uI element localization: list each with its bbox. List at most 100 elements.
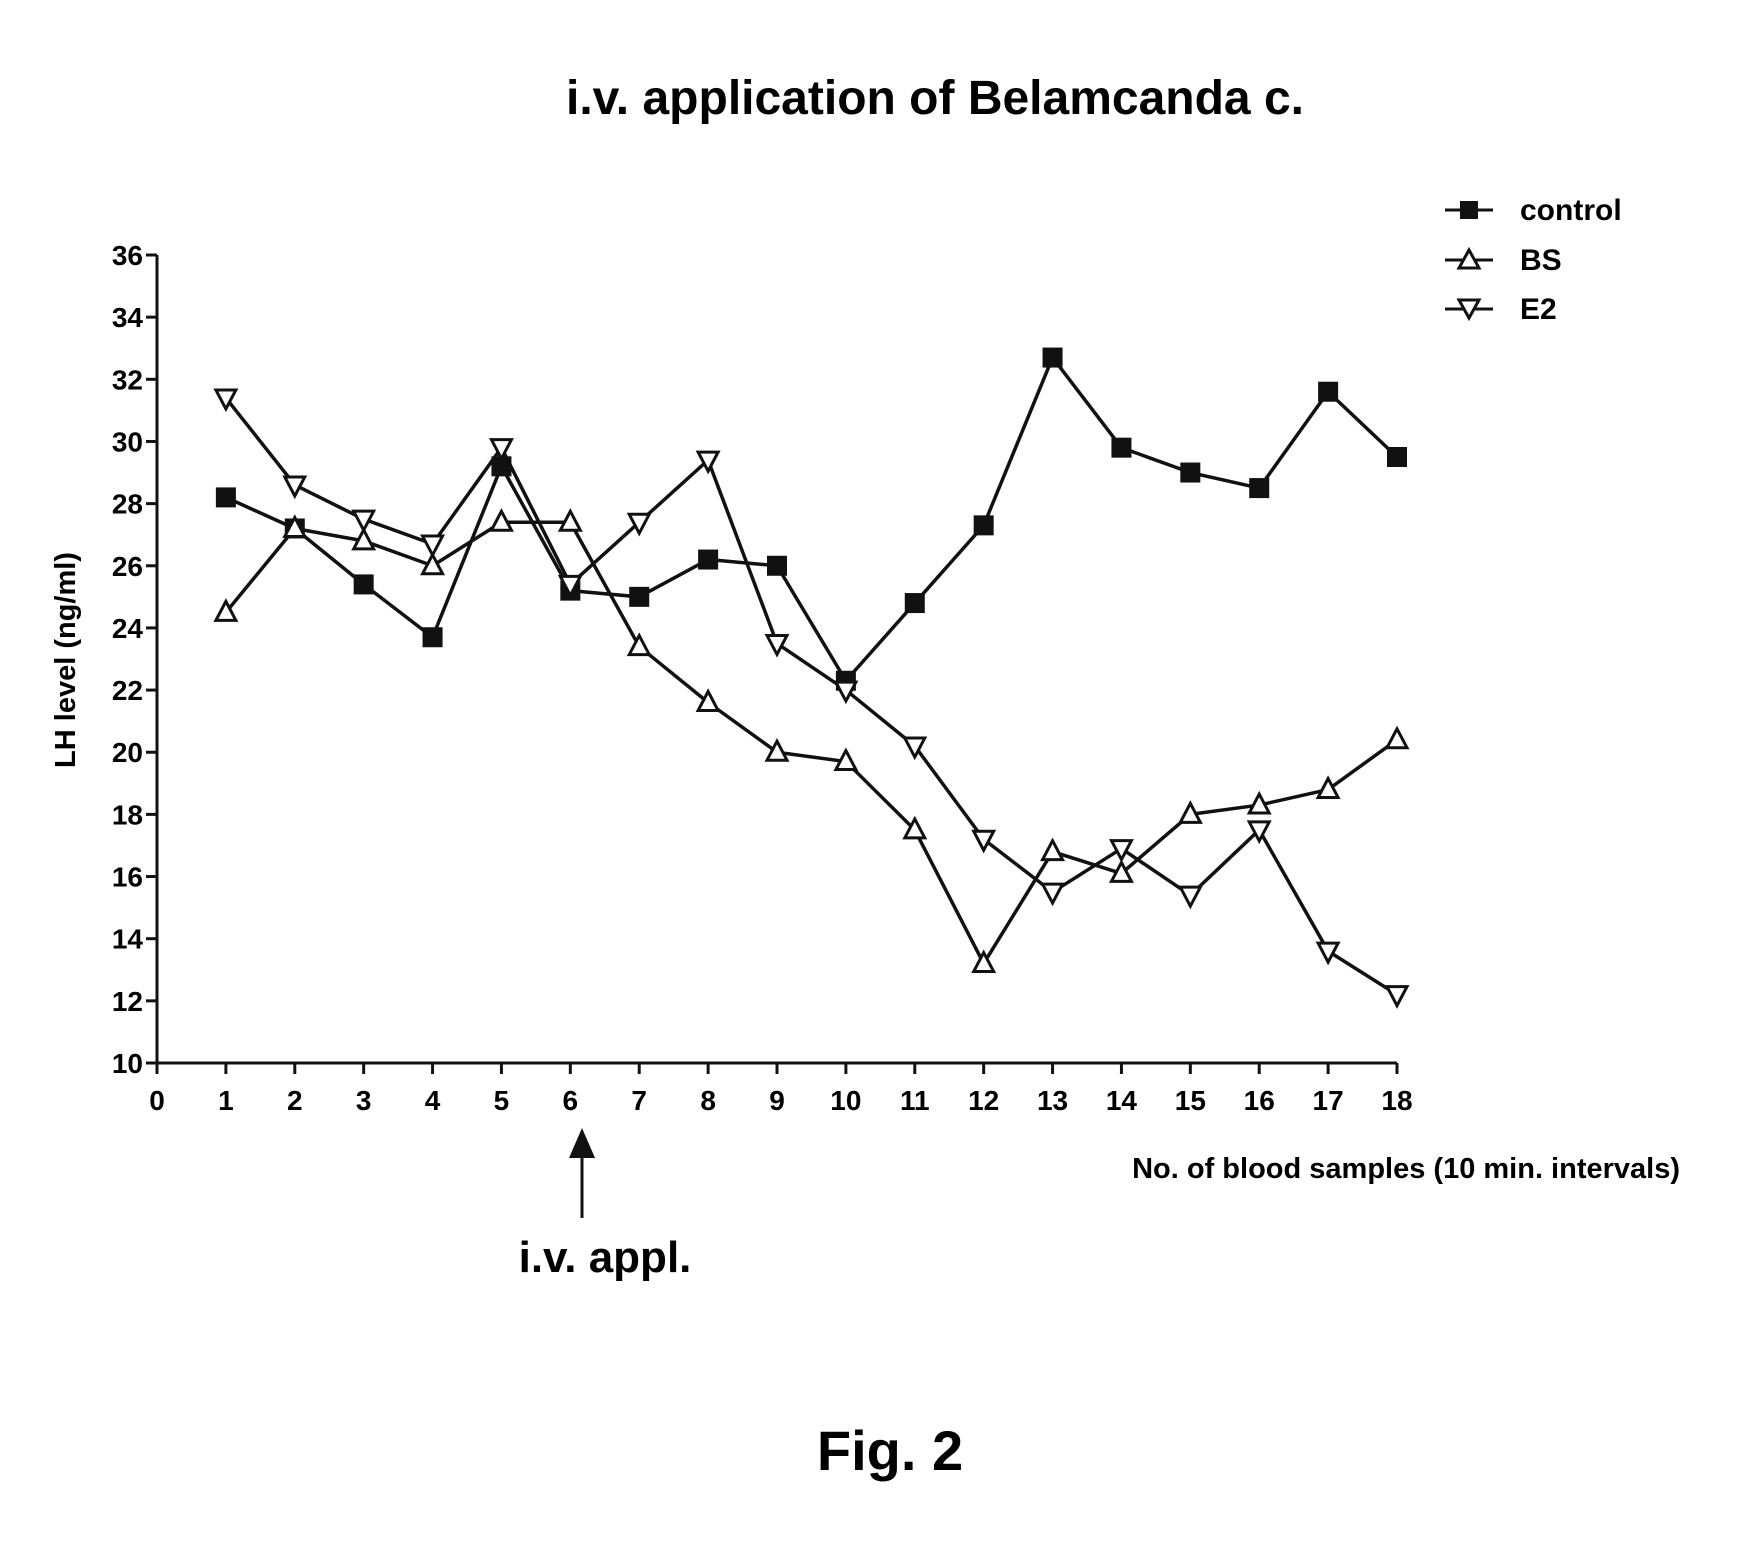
data-point-bs xyxy=(764,738,790,762)
series-control xyxy=(215,347,1407,691)
y-tick-label: 24 xyxy=(112,613,144,644)
data-point-bs xyxy=(420,551,446,576)
legend-item-e2: E2 xyxy=(1445,293,1557,326)
chart-title: i.v. application of Belamcanda c. xyxy=(566,72,1304,125)
x-ticks: 0 1 2 3 4 5 6 7 8 9 10 11 12 13 14 15 16 17 18 xyxy=(149,1063,1413,1116)
data-point-control xyxy=(1318,381,1339,402)
y-tick-label: 26 xyxy=(112,551,143,582)
data-point-control xyxy=(1042,347,1063,368)
data-point-e2 xyxy=(1108,839,1134,863)
series-control-line xyxy=(225,355,1399,683)
x-tick-label: 1 xyxy=(218,1085,234,1116)
x-tick-label: 15 xyxy=(1175,1085,1206,1116)
x-tick-label: 8 xyxy=(700,1085,716,1116)
data-point-e2 xyxy=(902,736,928,761)
data-point-e2 xyxy=(1246,820,1272,845)
legend-control-marker xyxy=(1460,201,1478,219)
annotation-arrow-head xyxy=(569,1128,595,1158)
data-point-bs xyxy=(902,815,928,840)
x-axis-label: No. of blood samples (10 min. intervals) xyxy=(1132,1153,1680,1185)
x-tick-label: 18 xyxy=(1381,1085,1412,1116)
legend-item-control: control xyxy=(1445,194,1622,227)
legend-e2-label: E2 xyxy=(1520,293,1557,326)
data-point-bs xyxy=(1315,775,1341,800)
data-point-bs xyxy=(695,688,721,713)
x-tick-label: 7 xyxy=(631,1085,647,1116)
x-tick-label: 12 xyxy=(968,1085,999,1116)
legend-e2-marker xyxy=(1456,298,1482,322)
y-tick-label: 12 xyxy=(112,986,143,1017)
data-point-bs xyxy=(1040,837,1066,862)
data-point-bs xyxy=(833,747,859,772)
data-point-e2 xyxy=(351,509,377,534)
legend-bs-marker xyxy=(1456,246,1482,270)
x-tick-label: 17 xyxy=(1313,1085,1344,1116)
y-tick-label: 20 xyxy=(112,737,143,768)
y-tick-label: 32 xyxy=(112,364,143,395)
data-point-control xyxy=(422,627,443,648)
x-tick-label: 14 xyxy=(1106,1085,1138,1116)
data-point-e2 xyxy=(213,388,239,413)
x-tick-label: 16 xyxy=(1244,1085,1275,1116)
x-tick-label: 10 xyxy=(830,1085,861,1116)
y-tick-label: 28 xyxy=(112,489,143,520)
data-point-control xyxy=(904,593,925,614)
data-point-control xyxy=(215,487,236,508)
y-tick-label: 14 xyxy=(112,924,144,955)
series-bs xyxy=(213,508,1410,974)
x-tick-label: 3 xyxy=(356,1085,372,1116)
data-point-e2 xyxy=(1177,885,1203,910)
y-tick-label: 22 xyxy=(112,675,143,706)
y-axis-label: LH level (ng/ml) xyxy=(50,552,82,768)
annotation-label: i.v. appl. xyxy=(519,1233,692,1282)
y-tick-label: 10 xyxy=(112,1048,143,1079)
series-e2 xyxy=(213,388,1410,1009)
data-point-bs xyxy=(626,632,652,657)
data-point-control xyxy=(629,586,650,607)
y-tick-label: 18 xyxy=(112,799,143,830)
x-tick-label: 2 xyxy=(287,1085,303,1116)
legend-item-bs: BS xyxy=(1445,244,1562,277)
data-point-bs xyxy=(1384,725,1410,750)
data-point-control xyxy=(1111,437,1132,458)
data-point-bs xyxy=(213,598,239,622)
data-point-bs xyxy=(1246,790,1272,815)
data-point-e2 xyxy=(833,680,859,705)
data-point-e2 xyxy=(1315,941,1341,966)
data-point-e2 xyxy=(695,450,721,475)
data-point-control xyxy=(1387,447,1407,467)
x-tick-label: 6 xyxy=(563,1085,579,1116)
y-tick-label: 16 xyxy=(112,862,143,893)
data-point-bs xyxy=(1108,859,1134,883)
data-point-control xyxy=(973,515,994,536)
data-point-bs xyxy=(351,526,377,551)
y-ticks: 10 12 14 16 18 20 22 24 26 28 30 32 34 36 xyxy=(112,240,157,1079)
data-point-control xyxy=(698,549,719,570)
data-point-e2 xyxy=(626,512,652,537)
data-point-bs xyxy=(488,508,514,532)
iv-application-annotation: i.v. appl. xyxy=(519,1128,692,1282)
series-e2-line xyxy=(224,396,1398,997)
data-point-control xyxy=(353,574,374,595)
data-point-control xyxy=(767,555,787,576)
data-point-e2 xyxy=(971,829,997,854)
data-point-e2 xyxy=(764,633,790,658)
data-point-bs xyxy=(282,514,308,538)
series-bs-line xyxy=(224,520,1399,966)
data-point-bs xyxy=(971,949,997,974)
x-tick-label: 11 xyxy=(900,1085,930,1116)
x-tick-label: 9 xyxy=(769,1085,785,1116)
data-point-bs xyxy=(557,508,583,532)
x-tick-label: 13 xyxy=(1037,1085,1068,1116)
data-point-e2 xyxy=(1040,882,1066,907)
y-tick-label: 30 xyxy=(112,426,143,457)
data-point-bs xyxy=(1177,800,1203,824)
y-tick-label: 36 xyxy=(112,240,143,271)
series-layer xyxy=(213,347,1410,1009)
data-point-e2 xyxy=(420,534,446,559)
data-point-e2 xyxy=(557,574,583,599)
axes xyxy=(155,255,1397,1065)
x-tick-label: 4 xyxy=(425,1085,441,1116)
data-point-control xyxy=(1249,478,1270,499)
data-point-e2 xyxy=(282,475,308,500)
